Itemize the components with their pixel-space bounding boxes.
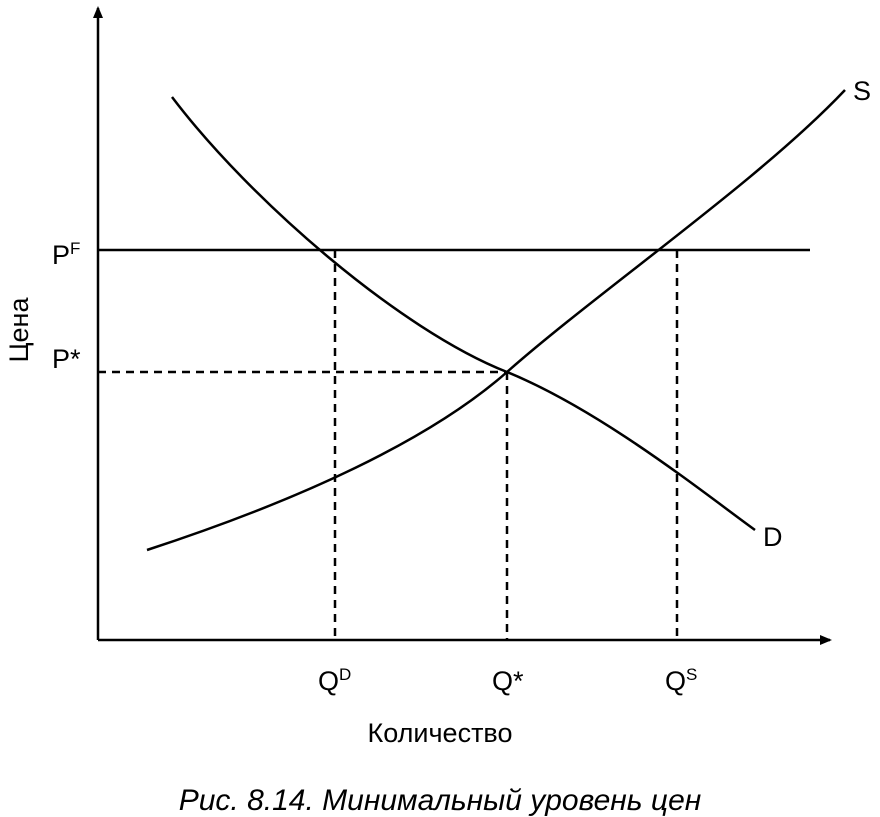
caption: Рис. 8.14. Минимальный уровень цен	[179, 784, 702, 817]
price-floor-label: PF	[52, 239, 80, 270]
y-axis-label: Цена	[4, 297, 34, 363]
qd-label: QD	[318, 665, 351, 696]
supply-label: S	[853, 76, 871, 106]
price-eq-label: P*	[52, 344, 81, 374]
qeq-label: Q*	[492, 666, 524, 696]
x-axis-label: Количество	[368, 718, 513, 748]
supply-curve	[146, 89, 846, 552]
demand-label: D	[763, 522, 783, 552]
demand-curve	[171, 96, 756, 532]
qs-label: QS	[665, 665, 697, 696]
